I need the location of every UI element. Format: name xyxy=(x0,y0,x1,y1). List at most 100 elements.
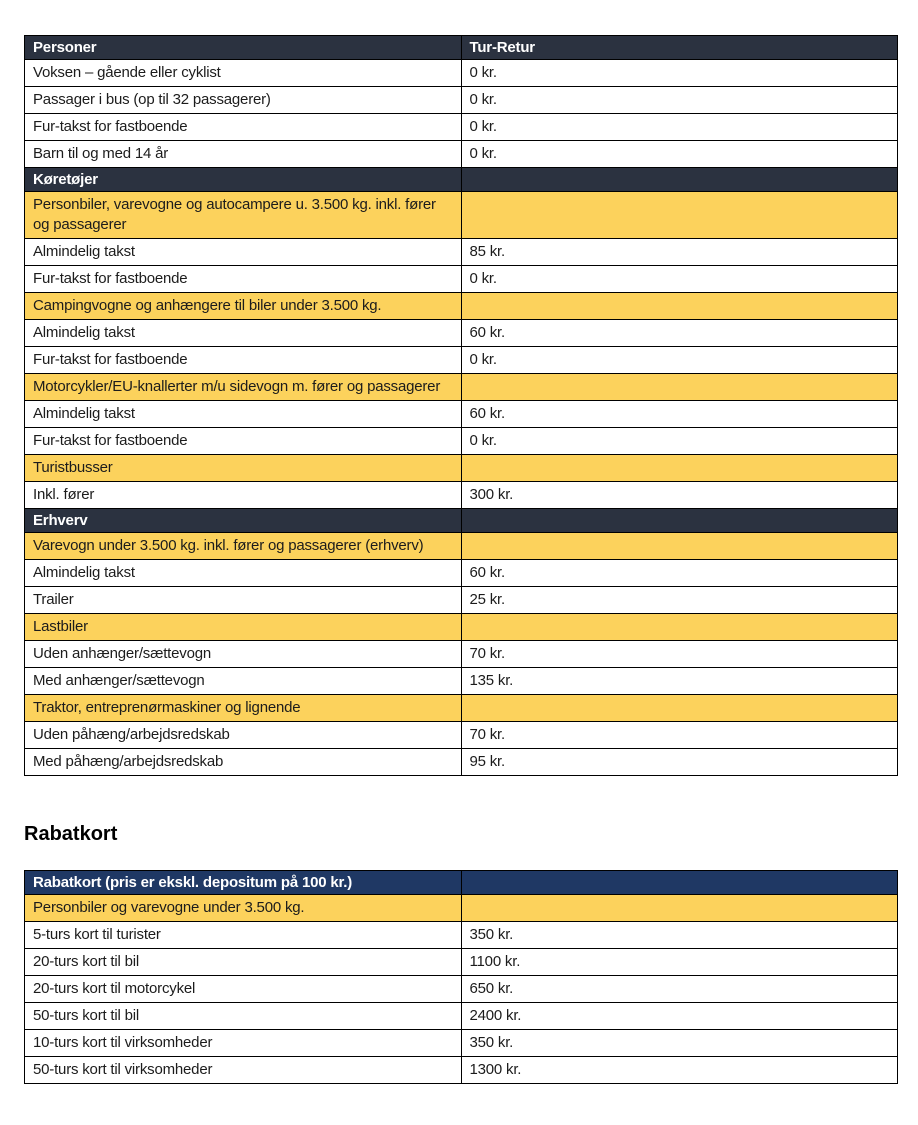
table-category-row: Traktor, entreprenørmaskiner og lignende xyxy=(24,694,898,722)
row-price-cell xyxy=(460,508,898,533)
row-price-cell xyxy=(460,532,898,560)
row-price-cell: 350 kr. xyxy=(460,921,898,949)
row-price-cell xyxy=(460,167,898,192)
row-label-cell: Med påhæng/arbejdsredskab xyxy=(24,748,462,776)
table-row: Almindelig takst 60 kr. xyxy=(24,319,898,347)
table-row: 5-turs kort til turister 350 kr. xyxy=(24,921,898,949)
row-price-cell: 0 kr. xyxy=(460,427,898,455)
table-row: 20-turs kort til motorcykel 650 kr. xyxy=(24,975,898,1003)
table-row: Inkl. fører 300 kr. xyxy=(24,481,898,509)
row-price-cell: 85 kr. xyxy=(460,238,898,266)
row-price-cell: 300 kr. xyxy=(460,481,898,509)
row-label-cell: Personer xyxy=(24,35,462,60)
row-price-cell: 650 kr. xyxy=(460,975,898,1003)
row-price-cell: 70 kr. xyxy=(460,640,898,668)
row-label-cell: Barn til og med 14 år xyxy=(24,140,462,168)
row-price-cell: 95 kr. xyxy=(460,748,898,776)
row-label-cell: Almindelig takst xyxy=(24,400,462,428)
table-category-row: Lastbiler xyxy=(24,613,898,641)
table-row: Voksen – gående eller cyklist 0 kr. xyxy=(24,59,898,87)
row-label-cell: 5-turs kort til turister xyxy=(24,921,462,949)
row-price-cell: 0 kr. xyxy=(460,140,898,168)
row-label-cell: Passager i bus (op til 32 passagerer) xyxy=(24,86,462,114)
row-label-cell: Voksen – gående eller cyklist xyxy=(24,59,462,87)
row-price-cell: 60 kr. xyxy=(460,400,898,428)
row-label-cell: Køretøjer xyxy=(24,167,462,192)
row-label-cell: Personbiler og varevogne under 3.500 kg. xyxy=(24,894,462,922)
row-price-cell xyxy=(460,894,898,922)
row-price-cell: 1300 kr. xyxy=(460,1056,898,1084)
table-category-row: Motorcykler/EU-knallerter m/u sidevogn m… xyxy=(24,373,898,401)
table-row: Fur-takst for fastboende 0 kr. xyxy=(24,427,898,455)
table-row: Med anhænger/sættevogn 135 kr. xyxy=(24,667,898,695)
row-label-cell: Traktor, entreprenørmaskiner og lignende xyxy=(24,694,462,722)
row-label-cell: Med anhænger/sættevogn xyxy=(24,667,462,695)
row-price-cell: 135 kr. xyxy=(460,667,898,695)
row-price-cell: 0 kr. xyxy=(460,113,898,141)
row-label-cell: Turistbusser xyxy=(24,454,462,482)
row-label-cell: Fur-takst for fastboende xyxy=(24,265,462,293)
table-row: 10-turs kort til virksomheder 350 kr. xyxy=(24,1029,898,1057)
table-category-row: Personbiler og varevogne under 3.500 kg. xyxy=(24,894,898,922)
rabatkort-table: Rabatkort (pris er ekskl. depositum på 1… xyxy=(24,870,898,1084)
table-row: Almindelig takst 60 kr. xyxy=(24,559,898,587)
row-label-cell: Almindelig takst xyxy=(24,238,462,266)
row-label-cell: Motorcykler/EU-knallerter m/u sidevogn m… xyxy=(24,373,462,401)
row-price-cell: 25 kr. xyxy=(460,586,898,614)
row-label-cell: 20-turs kort til motorcykel xyxy=(24,975,462,1003)
table-row: Fur-takst for fastboende 0 kr. xyxy=(24,113,898,141)
row-price-cell: 0 kr. xyxy=(460,265,898,293)
table-row: Almindelig takst 60 kr. xyxy=(24,400,898,428)
rabatkort-heading: Rabatkort xyxy=(24,823,118,845)
table-category-row: Campingvogne og anhængere til biler unde… xyxy=(24,292,898,320)
row-label-cell: Fur-takst for fastboende xyxy=(24,346,462,374)
row-label-cell: Uden anhænger/sættevogn xyxy=(24,640,462,668)
table-section-header-row: Køretøjer xyxy=(24,167,898,192)
row-price-cell: 350 kr. xyxy=(460,1029,898,1057)
row-label-cell: 50-turs kort til virksomheder xyxy=(24,1056,462,1084)
table-row: Med påhæng/arbejdsredskab 95 kr. xyxy=(24,748,898,776)
row-label-cell: Varevogn under 3.500 kg. inkl. fører og … xyxy=(24,532,462,560)
table-category-row: Personbiler, varevogne og autocampere u.… xyxy=(24,191,898,239)
row-label-cell: Fur-takst for fastboende xyxy=(24,113,462,141)
row-price-cell: 1100 kr. xyxy=(460,948,898,976)
row-label-cell: Lastbiler xyxy=(24,613,462,641)
row-price-cell: 0 kr. xyxy=(460,59,898,87)
table-section-header-row: Rabatkort (pris er ekskl. depositum på 1… xyxy=(24,870,898,895)
row-price-cell: 0 kr. xyxy=(460,86,898,114)
row-price-cell xyxy=(460,870,898,895)
row-price-cell xyxy=(460,191,898,239)
table-row: Passager i bus (op til 32 passagerer) 0 k… xyxy=(24,86,898,114)
document-content: Personer Tur-Retur Voksen – gående eller c… xyxy=(24,35,898,1084)
row-label-cell: Almindelig takst xyxy=(24,559,462,587)
table-section-header-row: Personer Tur-Retur xyxy=(24,35,898,60)
row-price-cell xyxy=(460,694,898,722)
row-label-cell: Rabatkort (pris er ekskl. depositum på 1… xyxy=(24,870,462,895)
row-price-cell: 60 kr. xyxy=(460,559,898,587)
row-label-cell: Personbiler, varevogne og autocampere u.… xyxy=(24,191,462,239)
table-row: Fur-takst for fastboende 0 kr. xyxy=(24,265,898,293)
table-category-row: Varevogn under 3.500 kg. inkl. fører og … xyxy=(24,532,898,560)
row-label-cell: 20-turs kort til bil xyxy=(24,948,462,976)
row-price-cell xyxy=(460,373,898,401)
row-label-cell: 10-turs kort til virksomheder xyxy=(24,1029,462,1057)
row-price-cell: 2400 kr. xyxy=(460,1002,898,1030)
row-label-cell: Inkl. fører xyxy=(24,481,462,509)
table-row: Uden anhænger/sættevogn 70 kr. xyxy=(24,640,898,668)
row-label-cell: Trailer xyxy=(24,586,462,614)
table-row: Trailer 25 kr. xyxy=(24,586,898,614)
table-row: Barn til og med 14 år 0 kr. xyxy=(24,140,898,168)
table-row: 50-turs kort til bil 2400 kr. xyxy=(24,1002,898,1030)
table-row: 50-turs kort til virksomheder 1300 kr. xyxy=(24,1056,898,1084)
table-row: Uden påhæng/arbejdsredskab 70 kr. xyxy=(24,721,898,749)
rabatkort-table-body: Rabatkort (pris er ekskl. depositum på 1… xyxy=(24,870,898,1084)
row-label-cell: Uden påhæng/arbejdsredskab xyxy=(24,721,462,749)
fare-price-table-body: Personer Tur-Retur Voksen – gående eller c… xyxy=(24,35,898,776)
row-label-cell: 50-turs kort til bil xyxy=(24,1002,462,1030)
row-price-cell: 60 kr. xyxy=(460,319,898,347)
row-label-cell: Campingvogne og anhængere til biler unde… xyxy=(24,292,462,320)
table-row: Almindelig takst 85 kr. xyxy=(24,238,898,266)
row-price-cell: 70 kr. xyxy=(460,721,898,749)
table-section-header-row: Erhverv xyxy=(24,508,898,533)
